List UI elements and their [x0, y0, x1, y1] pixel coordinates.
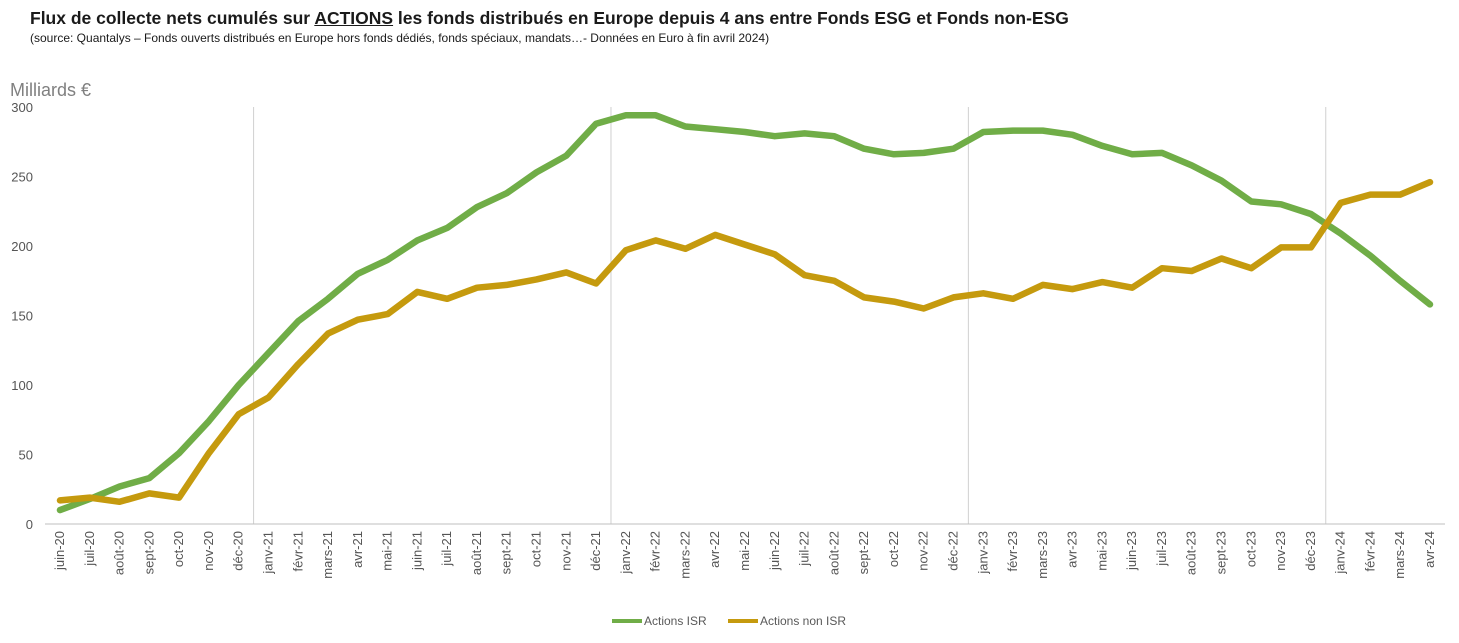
x-tick-label: avr-23	[1065, 531, 1080, 568]
chart-title-end: les fonds distribués en Europe depuis 4 …	[393, 8, 1069, 28]
y-tick-label: 200	[11, 239, 33, 254]
y-tick-label: 300	[11, 100, 33, 115]
x-tick-label: juin-21	[409, 531, 424, 571]
x-tick-label: janv-22	[618, 531, 633, 575]
y-tick-label: 150	[11, 309, 33, 324]
x-tick-label: mars-22	[677, 531, 692, 579]
x-tick-label: sept-20	[141, 531, 156, 574]
x-tick-label: mai-23	[1094, 531, 1109, 571]
x-tick-label: déc-23	[1303, 531, 1318, 571]
x-tick-label: oct-21	[529, 531, 544, 567]
x-tick-label: nov-22	[916, 531, 931, 571]
x-tick-label: oct-20	[171, 531, 186, 567]
legend: Actions ISR Actions non ISR	[612, 614, 846, 628]
y-tick-label: 250	[11, 170, 33, 185]
x-tick-label: avr-24	[1422, 531, 1437, 568]
x-tick-label: nov-21	[558, 531, 573, 571]
x-tick-label: oct-22	[886, 531, 901, 567]
x-tick-label: sept-21	[499, 531, 514, 574]
x-tick-label: août-23	[1184, 531, 1199, 575]
x-tick-label: déc-21	[588, 531, 603, 571]
x-tick-label: janv-23	[975, 531, 990, 575]
x-tick-label: juin-22	[767, 531, 782, 571]
x-tick-label: mars-23	[1035, 531, 1050, 579]
series-line-actions-isr	[56, 112, 1434, 514]
x-tick-label: juin-20	[52, 531, 67, 571]
series-lines	[56, 112, 1434, 514]
chart-subtitle: (source: Quantalys – Fonds ouverts distr…	[30, 31, 770, 45]
y-axis-ticks: 0 50 100 150 200 250 300	[11, 100, 33, 532]
x-tick-label: sept-23	[1214, 531, 1229, 574]
x-tick-label: mars-21	[320, 531, 335, 579]
x-tick-label: juin-23	[1124, 531, 1139, 571]
x-tick-label: févr-23	[1005, 531, 1020, 571]
x-axis-ticks: juin-20 juil-20 août-20 sept-20 oct-20 nov-20…	[52, 531, 1437, 579]
x-tick-label: juil-23	[1154, 531, 1169, 567]
x-tick-label: juil-20	[82, 531, 97, 567]
y-tick-label: 0	[26, 517, 33, 532]
x-tick-label: mars-24	[1392, 531, 1407, 579]
x-tick-label: juil-21	[439, 531, 454, 567]
legend-label: Actions ISR	[644, 614, 707, 628]
x-tick-label: nov-20	[201, 531, 216, 571]
x-tick-label: mai-21	[380, 531, 395, 571]
legend-label: Actions non ISR	[760, 614, 846, 628]
y-tick-label: 50	[19, 448, 33, 463]
x-tick-label: août-21	[469, 531, 484, 575]
chart-title-start: Flux de collecte nets cumulés sur	[30, 8, 315, 28]
x-tick-label: août-20	[112, 531, 127, 575]
x-tick-label: déc-20	[231, 531, 246, 571]
x-tick-label: janv-21	[260, 531, 275, 575]
x-tick-label: juil-22	[797, 531, 812, 567]
year-separators	[253, 107, 1327, 524]
x-tick-label: déc-22	[945, 531, 960, 571]
x-tick-label: avr-22	[707, 531, 722, 568]
x-tick-label: févr-21	[290, 531, 305, 571]
x-tick-label: oct-23	[1243, 531, 1258, 567]
chart-title-emphasis: ACTIONS	[314, 8, 394, 28]
x-tick-label: nov-23	[1273, 531, 1288, 571]
x-tick-label: févr-24	[1362, 531, 1377, 571]
x-tick-label: mai-22	[737, 531, 752, 571]
x-tick-label: avr-21	[350, 531, 365, 568]
x-tick-label: août-22	[826, 531, 841, 575]
x-tick-label: janv-24	[1333, 531, 1348, 575]
x-tick-label: sept-22	[856, 531, 871, 574]
chart-title: Flux de collecte nets cumulés sur ACTION…	[30, 8, 1069, 29]
y-axis-label: Milliards €	[10, 80, 91, 100]
x-tick-label: févr-22	[648, 531, 663, 571]
series-line-actions-non-isr	[56, 178, 1434, 506]
y-tick-label: 100	[11, 378, 33, 393]
